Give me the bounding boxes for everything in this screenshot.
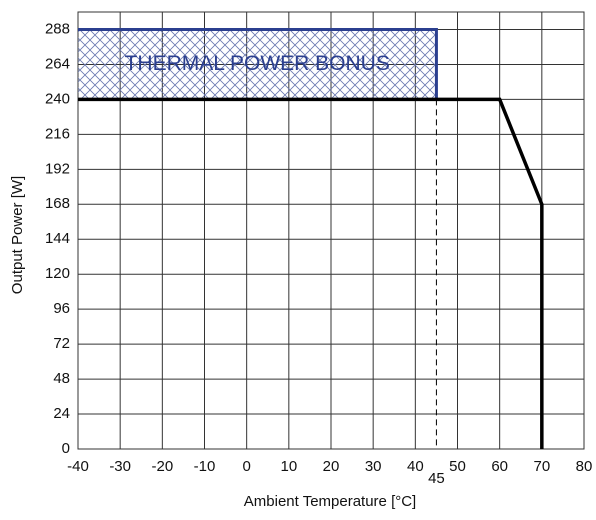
y-tick-label: 48 — [53, 370, 70, 387]
y-tick-label: 96 — [53, 300, 70, 317]
x-tick-label: 50 — [449, 458, 466, 475]
y-tick-label: 240 — [45, 90, 70, 107]
y-tick-label: 264 — [45, 55, 70, 72]
y-tick-label: 24 — [53, 405, 70, 422]
x-tick-label: -10 — [194, 458, 216, 475]
y-tick-label: 0 — [62, 440, 70, 457]
y-tick-label: 72 — [53, 335, 70, 352]
x-tick-label: -30 — [109, 458, 131, 475]
x-tick-label: -40 — [67, 458, 89, 475]
bonus-region — [78, 29, 437, 100]
bonus-border — [78, 27, 438, 100]
x-tick-label: 70 — [533, 458, 550, 475]
marker-label: 45 — [428, 470, 445, 487]
y-tick-label: 168 — [45, 195, 70, 212]
x-tick-label: -20 — [151, 458, 173, 475]
x-axis-label: Ambient Temperature [°C] — [244, 493, 416, 510]
x-tick-label: 10 — [280, 458, 297, 475]
x-tick-label: 30 — [365, 458, 382, 475]
x-tick-label: 40 — [407, 458, 424, 475]
x-tick-label: 60 — [491, 458, 508, 475]
y-tick-label: 144 — [45, 230, 70, 247]
x-tick-label: 0 — [242, 458, 250, 475]
x-tick-label: 80 — [576, 458, 593, 475]
y-tick-label: 216 — [45, 125, 70, 142]
bonus-label: THERMAL POWER BONUS — [125, 52, 390, 75]
x-tick-label: 20 — [323, 458, 340, 475]
series-line — [78, 97, 544, 449]
y-tick-label: 192 — [45, 160, 70, 177]
y-tick-label: 120 — [45, 265, 70, 282]
y-axis-label: Output Power [W] — [9, 176, 26, 294]
y-tick-label: 288 — [45, 20, 70, 37]
